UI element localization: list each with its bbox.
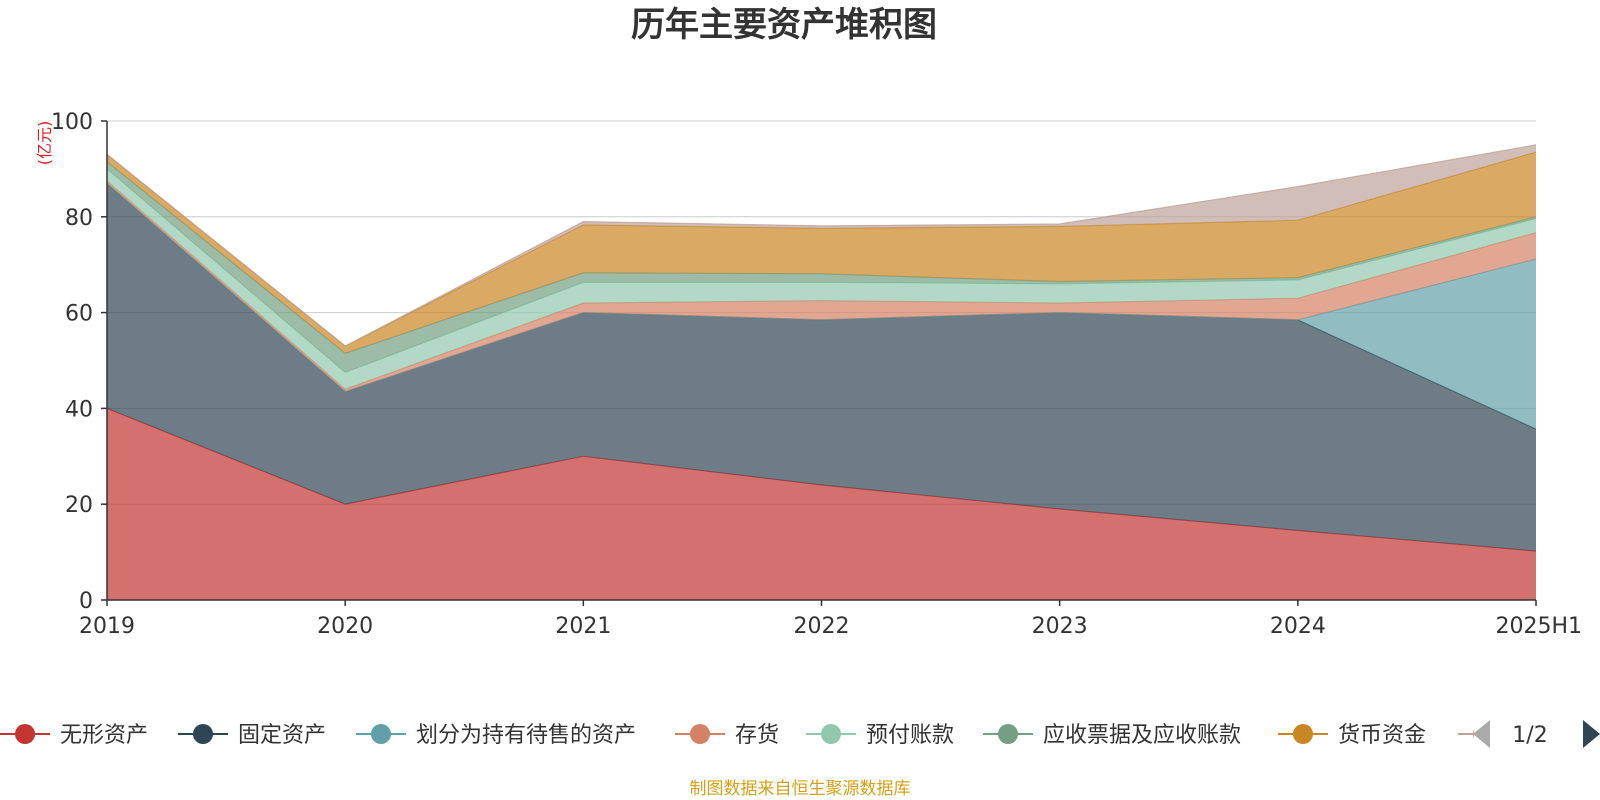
legend-label: 固定资产	[238, 723, 326, 748]
y-tick-label: 40	[65, 397, 93, 422]
area-1	[107, 408, 1536, 600]
legend-page-indicator: 1/2	[1512, 723, 1547, 748]
area-6	[107, 161, 1536, 373]
legend-marker-icon	[371, 724, 391, 744]
legend-items: 无形资产 固定资产 划分为持有待售的资产 存货 预付账款 应收票据及应收账款 货币资金	[0, 723, 1474, 748]
area-line-8	[106, 144, 1537, 347]
legend-label: 划分为持有待售的资产	[416, 723, 636, 748]
area-5	[107, 168, 1536, 390]
area-series	[106, 144, 1537, 600]
legend-prev-arrow-icon[interactable]	[1473, 720, 1490, 748]
legend-label: 货币资金	[1338, 723, 1426, 748]
legend-label: 无形资产	[60, 723, 148, 748]
x-tick-label: 2024	[1270, 614, 1326, 639]
y-tick-label: 0	[79, 589, 93, 614]
legend-marker-icon	[821, 724, 841, 744]
legend-label: 应收票据及应收账款	[1043, 723, 1241, 748]
x-tick-label: 2021	[555, 614, 611, 639]
x-tick-label: 2020	[317, 614, 373, 639]
x-tick-label: 2019	[79, 614, 135, 639]
x-tick-label: 2025H1	[1495, 614, 1582, 639]
legend-label: 存货	[735, 723, 779, 748]
legend-pager: 1/2	[1473, 720, 1600, 748]
x-tick-label: 2023	[1032, 614, 1088, 639]
legend-item[interactable]: 预付账款	[806, 723, 954, 748]
y-tick-label: 80	[65, 206, 93, 231]
legend: 无形资产 固定资产 划分为持有待售的资产 存货 预付账款 应收票据及应收账款 货币资金	[0, 723, 1474, 748]
legend-item[interactable]: 固定资产	[178, 723, 326, 748]
axes: 2019 2020 2021 2022 2023 2024 2025H1	[79, 120, 1582, 639]
y-tick-label: 20	[65, 493, 93, 518]
area-2	[107, 183, 1536, 552]
legend-item[interactable]: 应收票据及应收账款	[983, 723, 1241, 748]
chart-title: 历年主要资产堆积图	[631, 5, 937, 45]
legend-marker-icon	[998, 724, 1018, 744]
legend-next-arrow-icon[interactable]	[1583, 720, 1600, 748]
legend-label: 预付账款	[866, 723, 954, 748]
y-axis-unit-label: (亿元)	[35, 121, 54, 166]
y-tick-label: 60	[65, 302, 93, 327]
legend-marker-icon	[193, 724, 213, 744]
x-tick-label: 2022	[794, 614, 850, 639]
legend-marker-icon	[1293, 724, 1313, 744]
data-source-note: 制图数据来自恒生聚源数据库	[690, 779, 911, 799]
legend-marker-icon	[15, 724, 35, 744]
legend-item[interactable]: 货币资金	[1278, 723, 1426, 748]
legend-marker-icon	[690, 724, 710, 744]
y-tick-label: 100	[51, 110, 93, 135]
legend-item[interactable]: 无形资产	[0, 723, 148, 748]
area-7	[107, 152, 1536, 354]
legend-item[interactable]: 存货	[675, 723, 779, 748]
legend-item[interactable]: 划分为持有待售的资产	[356, 723, 636, 748]
